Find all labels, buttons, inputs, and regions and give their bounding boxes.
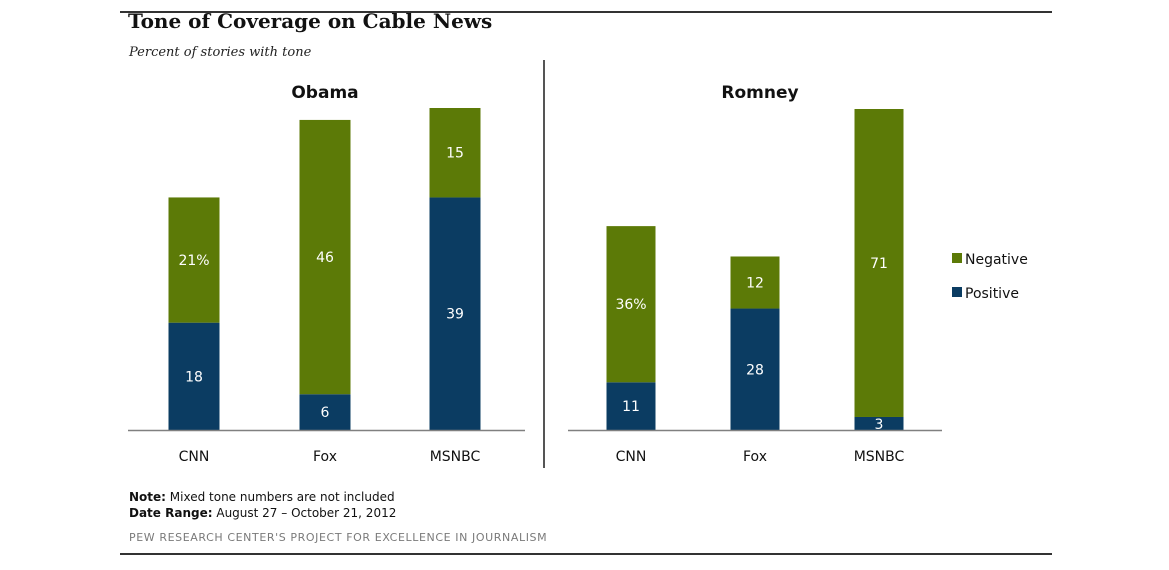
obama-cnn-positive-bar bbox=[168, 322, 220, 430]
obama-msnbc-negative-label: 15 bbox=[446, 146, 464, 162]
obama-x-tick-label: MSNBC bbox=[430, 449, 481, 465]
obama-fox-negative-label: 46 bbox=[316, 250, 334, 266]
note-label: Note: bbox=[129, 490, 166, 504]
obama-cnn-negative-bar bbox=[168, 197, 220, 323]
obama-fox-positive-label: 6 bbox=[321, 405, 330, 421]
romney-msnbc-negative-bar bbox=[854, 109, 904, 417]
obama-fox-positive-bar bbox=[299, 394, 351, 430]
note-line: Note: Mixed tone numbers are not include… bbox=[129, 489, 396, 505]
romney-msnbc-positive-label: 3 bbox=[875, 417, 884, 433]
romney-cnn-negative-label: 36% bbox=[615, 297, 646, 313]
note-text: Mixed tone numbers are not included bbox=[169, 490, 395, 504]
obama-cnn-positive-label: 18 bbox=[185, 369, 203, 385]
obama-fox-negative-bar bbox=[299, 119, 351, 395]
obama-msnbc-positive-label: 39 bbox=[446, 307, 464, 323]
date-range-label: Date Range: bbox=[129, 506, 213, 520]
romney-x-tick-label: CNN bbox=[616, 449, 647, 465]
romney-fox-negative-bar bbox=[730, 256, 780, 309]
romney-cnn-positive-label: 11 bbox=[622, 399, 640, 415]
romney-fox-negative-label: 12 bbox=[746, 276, 764, 292]
chart-subtitle: Percent of stories with tone bbox=[129, 45, 312, 60]
romney-fox-positive-label: 28 bbox=[746, 362, 764, 378]
obama-msnbc-positive-bar bbox=[429, 197, 481, 430]
romney-panel-title: Romney bbox=[721, 83, 798, 103]
romney-msnbc-positive-bar bbox=[854, 416, 904, 430]
romney-msnbc-negative-label: 71 bbox=[870, 256, 888, 272]
legend-swatch-positive bbox=[952, 287, 962, 297]
bottom-rule bbox=[120, 553, 1052, 555]
romney-fox-positive-bar bbox=[730, 308, 780, 430]
chart-notes: Note: Mixed tone numbers are not include… bbox=[129, 489, 396, 521]
romney-cnn-negative-bar bbox=[606, 226, 656, 383]
date-range-line: Date Range: August 27 – October 21, 2012 bbox=[129, 505, 396, 521]
date-range-text: August 27 – October 21, 2012 bbox=[216, 506, 397, 520]
obama-cnn-negative-label: 21% bbox=[178, 253, 209, 269]
legend-label-positive: Positive bbox=[965, 286, 1019, 302]
obama-panel-title: Obama bbox=[291, 83, 358, 103]
romney-cnn-positive-bar bbox=[606, 382, 656, 430]
legend-label-negative: Negative bbox=[965, 252, 1028, 268]
obama-msnbc-negative-bar bbox=[429, 108, 481, 198]
romney-x-tick-label: Fox bbox=[743, 449, 767, 465]
obama-x-tick-label: Fox bbox=[313, 449, 337, 465]
romney-x-tick-label: MSNBC bbox=[854, 449, 905, 465]
source-credit: PEW RESEARCH CENTER'S PROJECT FOR EXCELL… bbox=[129, 531, 548, 544]
chart-title: Tone of Coverage on Cable News bbox=[128, 9, 493, 33]
obama-x-tick-label: CNN bbox=[179, 449, 210, 465]
top-rule bbox=[120, 11, 1052, 13]
legend-swatch-negative bbox=[952, 253, 962, 263]
